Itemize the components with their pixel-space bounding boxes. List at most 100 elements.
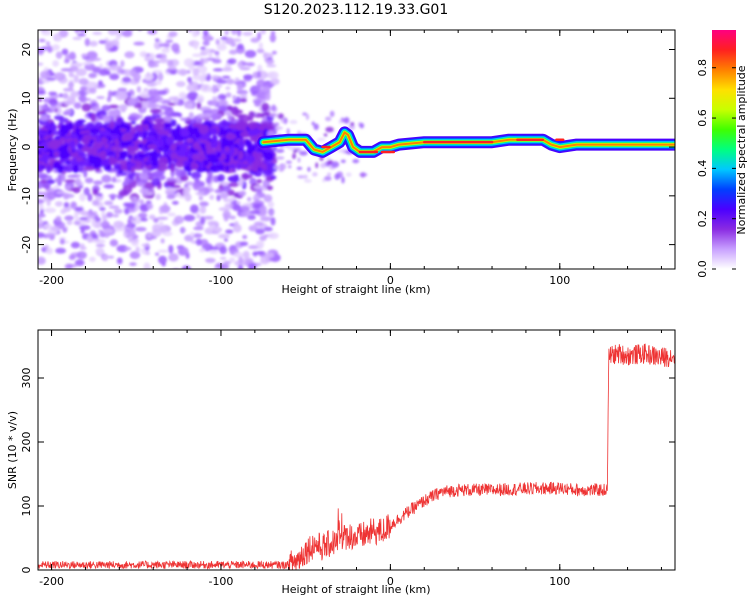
spectrogram-noise-blob xyxy=(326,172,332,177)
spectrogram-noise-blob xyxy=(292,153,297,160)
spectrogram-core-blob xyxy=(228,160,240,165)
spectrogram-core-blob xyxy=(127,163,132,173)
spectrogram-noise-blob xyxy=(97,80,103,86)
spectrogram-noise-blob xyxy=(216,318,226,321)
spectrogram-noise-blob xyxy=(252,251,259,257)
spectrogram-noise-blob xyxy=(181,265,192,269)
spectrogram-noise-blob xyxy=(214,50,220,56)
spectrogram-noise-blob xyxy=(244,50,257,58)
spectrogram-noise-blob xyxy=(238,256,244,264)
spectrogram-noise-blob xyxy=(123,202,130,207)
spectrogram-core-blob xyxy=(216,151,222,159)
spectrogram-noise-blob xyxy=(248,111,255,118)
spectrogram-noise-blob xyxy=(68,73,75,78)
spectrogram-core-blob xyxy=(89,139,95,144)
spectrogram-noise-blob xyxy=(243,284,253,289)
spectrogram-noise-blob xyxy=(79,224,91,231)
spectrogram-noise-blob xyxy=(168,244,174,254)
spectrogram-noise-blob xyxy=(79,246,87,251)
spectrogram-noise-blob xyxy=(271,50,277,55)
spectrogram-noise-blob xyxy=(203,215,214,220)
spectrogram-noise-blob xyxy=(258,42,264,50)
spectrogram-noise-blob xyxy=(148,63,159,68)
spectrogram-noise-blob xyxy=(92,239,97,243)
spectrogram-noise-blob xyxy=(115,32,121,41)
spectrogram-noise-blob xyxy=(217,174,225,182)
spectrogram-core-blob xyxy=(211,157,220,164)
spectrogram-noise-blob xyxy=(95,247,105,255)
spectrogram-noise-blob xyxy=(143,262,151,269)
spectrogram-noise-blob xyxy=(199,308,205,311)
spectrogram-noise-blob xyxy=(250,37,260,43)
spectrogram-noise-blob xyxy=(74,259,85,267)
spectrogram-x-tick-label: -200 xyxy=(39,274,64,287)
spectrogram-noise-blob xyxy=(238,114,250,123)
spectrogram-noise-blob xyxy=(38,97,43,102)
spectrogram-noise-blob xyxy=(245,174,253,179)
spectrogram-core-blob xyxy=(110,133,120,140)
spectrogram-noise-blob xyxy=(64,179,77,183)
spectrogram-noise-blob xyxy=(81,103,92,112)
spectrogram-noise-blob xyxy=(227,105,233,111)
spectrogram-noise-blob xyxy=(221,75,231,79)
spectrogram-noise-blob xyxy=(86,235,93,243)
spectrogram-noise-blob xyxy=(172,8,179,14)
spectrogram-core-blob xyxy=(205,140,212,151)
spectrogram-noise-blob xyxy=(96,96,105,100)
spectrogram-noise-blob xyxy=(145,251,151,256)
spectrogram-core-blob xyxy=(64,165,74,173)
spectrogram-noise-blob xyxy=(129,217,137,221)
spectrogram-noise-blob xyxy=(59,238,65,245)
spectrogram-noise-blob xyxy=(83,169,88,178)
spectrogram-noise-blob xyxy=(315,162,319,169)
spectrogram-noise-blob xyxy=(234,13,244,18)
spectrogram-noise-blob xyxy=(166,13,170,19)
spectrogram-noise-blob xyxy=(218,207,231,212)
spectrogram-noise-blob xyxy=(210,113,223,119)
spectrogram-noise-blob xyxy=(211,99,218,107)
spectrogram-core-blob xyxy=(39,144,47,153)
spectrogram-noise-blob xyxy=(359,172,368,177)
spectrogram-core-blob xyxy=(130,126,136,135)
spectrogram-noise-blob xyxy=(241,173,249,180)
spectrogram-core-blob xyxy=(83,166,96,171)
spectrogram-noise-blob xyxy=(205,10,212,16)
spectrogram-noise-blob xyxy=(62,92,69,99)
spectrogram-noise-blob xyxy=(122,287,129,291)
spectrogram-core-blob xyxy=(50,140,61,148)
spectrogram-noise-blob xyxy=(216,24,222,29)
spectrogram-noise-blob xyxy=(95,243,106,248)
spectrogram-core-blob xyxy=(205,153,218,158)
spectrogram-noise-blob xyxy=(197,7,203,13)
spectrogram-noise-blob xyxy=(53,72,66,81)
spectrogram-noise-blob xyxy=(149,108,162,114)
spectrogram-noise-blob xyxy=(270,30,276,35)
spectrogram-noise-blob xyxy=(242,234,248,240)
spectrogram-noise-blob xyxy=(58,93,64,98)
spectrogram-noise-blob xyxy=(68,4,75,9)
spectrogram-noise-blob xyxy=(43,244,50,248)
spectrogram-noise-blob xyxy=(62,227,68,233)
spectrogram-noise-blob xyxy=(157,89,167,96)
spectrogram-noise-blob xyxy=(34,294,44,299)
spectrogram-core-blob xyxy=(217,120,230,131)
spectrogram-noise-blob xyxy=(203,296,208,302)
spectrogram-noise-blob xyxy=(256,84,261,92)
spectrogram-noise-blob xyxy=(183,214,196,222)
spectrogram-noise-blob xyxy=(107,285,119,293)
spectrogram-core-blob xyxy=(178,145,187,153)
spectrogram-noise-blob xyxy=(133,72,141,82)
spectrogram-noise-blob xyxy=(199,239,209,247)
spectrogram-noise-blob xyxy=(250,5,258,14)
spectrogram-core-blob xyxy=(155,138,165,148)
spectrogram-noise-blob xyxy=(169,70,177,75)
spectrogram-noise-blob xyxy=(311,121,315,126)
spectrogram-noise-blob xyxy=(163,23,172,28)
spectrogram-noise-blob xyxy=(271,104,277,112)
spectrogram-noise-blob xyxy=(239,98,248,103)
spectrogram-noise-blob xyxy=(238,190,247,197)
spectrogram-core-blob xyxy=(144,123,149,132)
spectrogram-noise-blob xyxy=(84,38,91,47)
spectrogram-noise-blob xyxy=(219,192,229,200)
spectrogram-noise-blob xyxy=(55,51,63,59)
